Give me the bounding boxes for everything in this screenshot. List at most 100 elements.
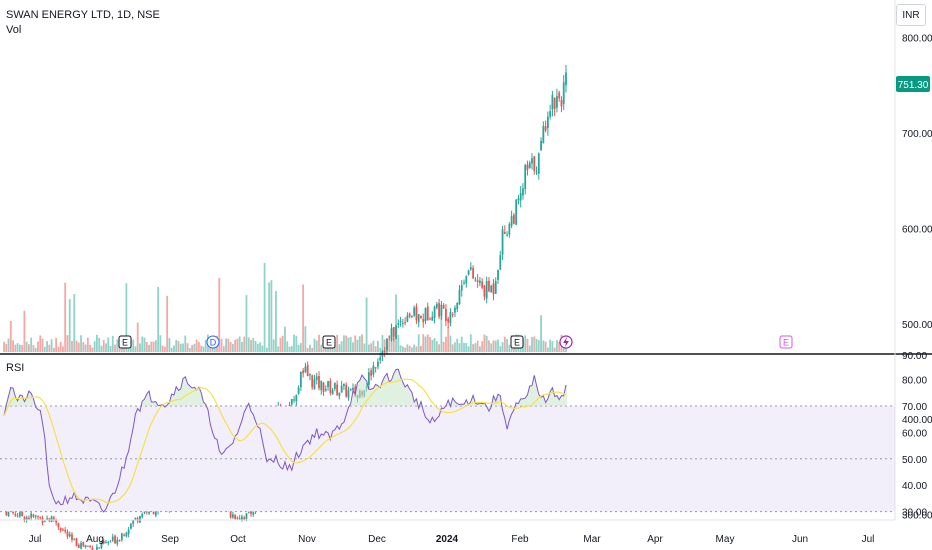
volume-bar [241, 341, 243, 352]
candle-body [345, 384, 348, 397]
earnings-marker[interactable] [510, 335, 524, 349]
volume-bar [408, 345, 411, 352]
volume-bar [506, 339, 508, 352]
volume-bar [84, 344, 87, 352]
volume-bar [30, 337, 33, 352]
candle-body [82, 542, 85, 547]
volume-bar [336, 334, 339, 352]
candle-body [327, 381, 329, 388]
candle-body [102, 540, 105, 544]
volume-bar [379, 347, 382, 352]
candle-body [37, 515, 39, 517]
volume-bar [535, 339, 538, 352]
candle-body [551, 95, 554, 110]
volume-bar [465, 343, 468, 352]
candle-body [55, 519, 58, 523]
volume-bar [148, 344, 150, 352]
candle-body [16, 515, 19, 517]
volume-bar [66, 335, 69, 352]
volume-bar [48, 344, 51, 352]
time-tick-label: Mar [583, 534, 601, 545]
candle-body [497, 270, 499, 280]
candle-body [372, 365, 375, 375]
earnings-marker[interactable] [779, 335, 793, 349]
volume-bar [488, 340, 490, 352]
volume-bar [526, 338, 529, 352]
volume-bar [75, 340, 78, 352]
volume-bar [204, 339, 207, 352]
candle-body [386, 338, 388, 351]
dividend-marker[interactable] [206, 335, 220, 349]
volume-bar [279, 337, 282, 352]
candle-body [392, 327, 395, 337]
candle-body [522, 188, 524, 196]
volume-bar [23, 310, 26, 352]
volume-bar [52, 347, 55, 352]
candle-body [309, 374, 311, 376]
volume-bar [37, 341, 39, 352]
last-price-badge [896, 76, 930, 93]
candle-body [488, 280, 490, 292]
candle-body [315, 376, 318, 380]
volume-bar [345, 335, 348, 352]
volume-bar [349, 336, 352, 352]
earnings-marker[interactable] [322, 335, 336, 349]
volume-bar [102, 339, 105, 352]
volume-bar [268, 282, 271, 352]
candle-body [420, 315, 422, 318]
volume-bar [397, 335, 400, 352]
volume-bar [59, 341, 62, 352]
volume-bar [399, 345, 402, 352]
volume-bar [93, 341, 96, 352]
candle-body [417, 314, 420, 323]
volume-bar [356, 339, 359, 352]
candle-body [492, 283, 495, 295]
volume-bar [497, 339, 499, 352]
earnings-marker[interactable] [118, 335, 132, 349]
volume-bar [404, 347, 407, 352]
candle-body [377, 361, 379, 367]
volume-bar [62, 346, 64, 352]
candle-body [442, 305, 445, 309]
candle-body [408, 313, 411, 317]
candle-body [449, 312, 452, 324]
candle-body [111, 536, 114, 541]
volume-bar [381, 335, 384, 352]
candle-body [565, 72, 567, 86]
currency-button[interactable]: INR [896, 4, 926, 26]
volume-bar [243, 336, 246, 352]
volume-label: Vol [6, 24, 22, 36]
candle-body [125, 532, 128, 537]
volume-bar [295, 335, 298, 352]
volume-bar [456, 338, 459, 352]
volume-bar [275, 291, 277, 352]
candle-body [472, 267, 474, 279]
candle-body [352, 387, 354, 391]
volume-bar [512, 347, 515, 352]
candle-body [311, 375, 314, 388]
candle-body [32, 514, 35, 517]
candle-body [331, 390, 334, 395]
volume-bar [444, 336, 447, 352]
volume-bar [265, 347, 268, 352]
candle-body [444, 308, 447, 322]
candle-body [247, 511, 250, 513]
volume-bar [299, 343, 302, 352]
candle-body [302, 370, 305, 374]
candle-body [490, 285, 493, 292]
candle-body [531, 158, 533, 164]
candle-body [517, 198, 520, 201]
candle-body [43, 521, 46, 523]
candle-body [370, 370, 373, 376]
candle-body [290, 399, 293, 405]
volume-bar [544, 341, 547, 352]
volume-bar [188, 347, 191, 352]
candle-body [66, 531, 69, 537]
candle-body [304, 366, 307, 372]
candle-body [107, 542, 110, 544]
volume-bar [202, 346, 205, 352]
volume-bar [481, 341, 484, 352]
time-tick-label: 2024 [436, 534, 459, 545]
